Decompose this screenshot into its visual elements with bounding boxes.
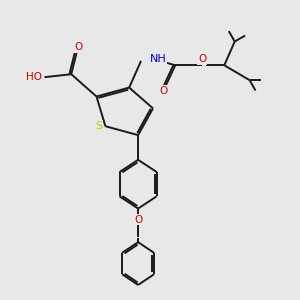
Text: S: S: [95, 121, 102, 131]
Text: O: O: [74, 43, 83, 52]
Text: NH: NH: [149, 54, 166, 64]
Text: HO: HO: [26, 72, 42, 82]
Text: O: O: [134, 214, 142, 224]
Text: O: O: [198, 54, 206, 64]
Text: O: O: [159, 86, 167, 96]
